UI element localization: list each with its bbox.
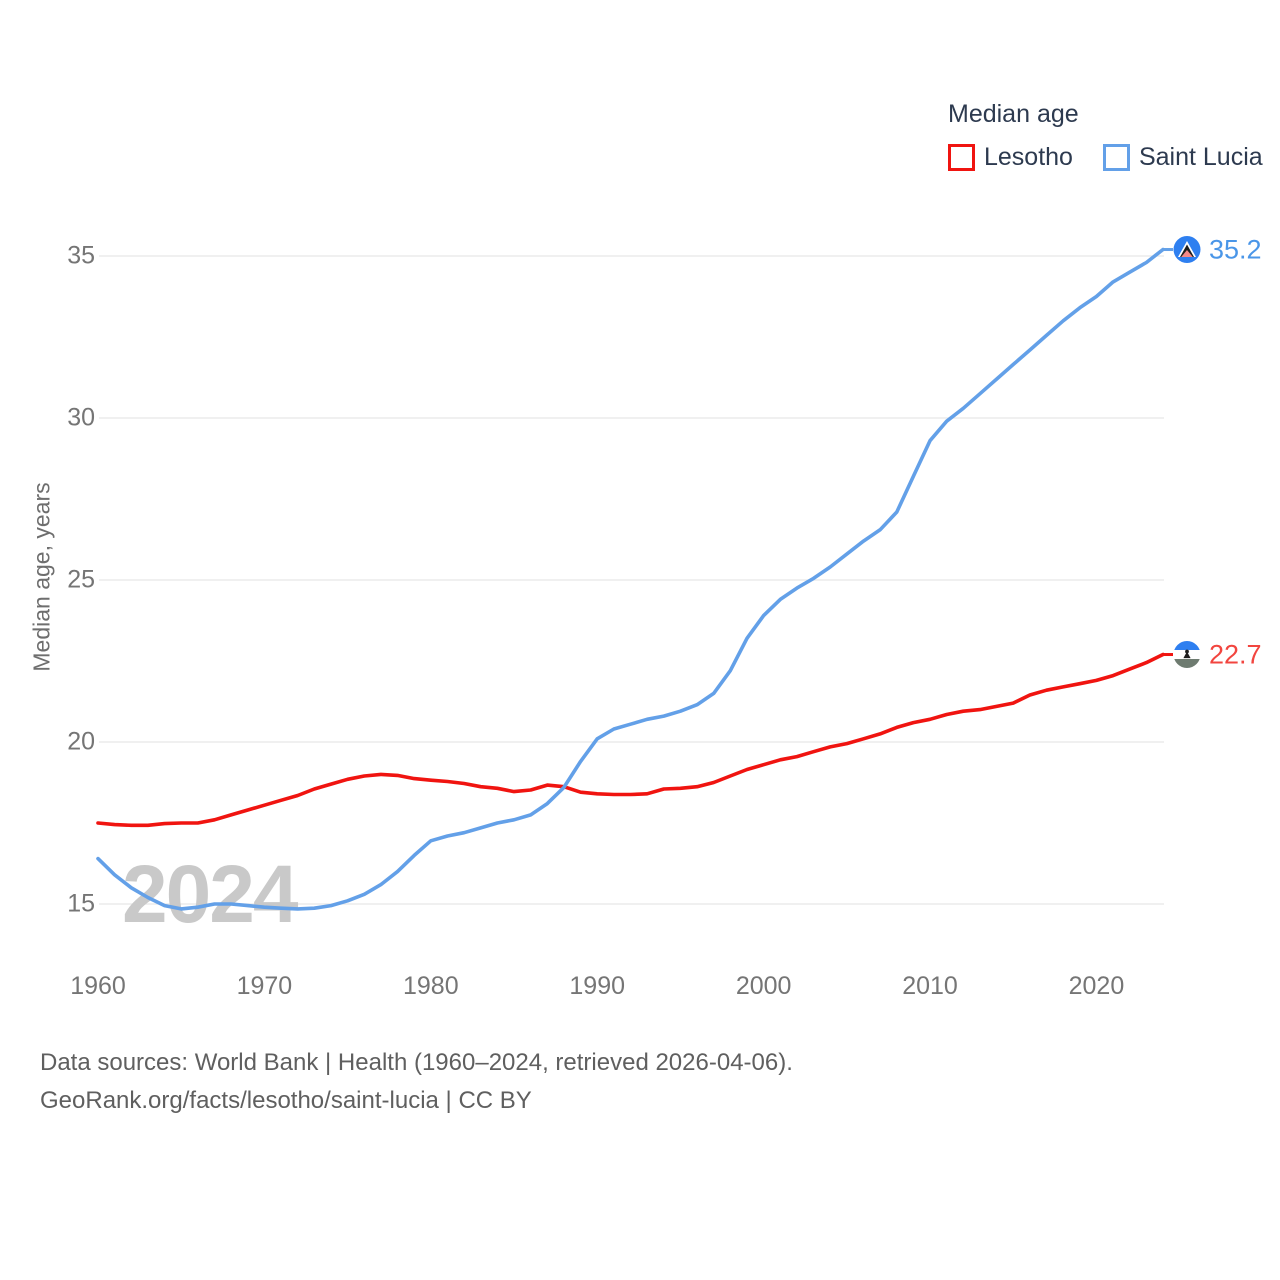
footer-sources-line: Data sources: World Bank | Health (1960–… (40, 1049, 793, 1076)
legend-label-lesotho: Lesotho (984, 143, 1073, 171)
y-tick-label: 20 (67, 727, 95, 756)
legend-item-lesotho[interactable]: Lesotho (948, 143, 1073, 172)
legend-title: Median age (948, 100, 1079, 128)
x-tick-label: 1970 (236, 972, 293, 1000)
y-tick-label: 25 (67, 565, 95, 594)
legend-items: Lesotho Saint Lucia (948, 143, 1263, 172)
x-tick-label: 2000 (735, 972, 792, 1000)
x-tick-label: 1960 (70, 972, 126, 1000)
saint-lucia-end-value: 35.2 (1209, 234, 1262, 265)
lesotho-end-marker: 22.7 (1173, 639, 1262, 670)
saint-lucia-swatch-icon (1102, 144, 1130, 171)
y-tick-label: 15 (67, 889, 95, 918)
footer: Data sources: World Bank | Health (1960–… (40, 1044, 793, 1120)
x-tick-label: 1990 (569, 972, 626, 1000)
lesotho-end-value: 22.7 (1209, 639, 1262, 670)
legend-label-saint-lucia: Saint Lucia (1138, 143, 1263, 171)
saint-lucia-flag-icon (1173, 236, 1201, 264)
x-tick-label: 1980 (403, 972, 459, 1000)
y-tick-label: 30 (67, 403, 95, 432)
legend: Median age Lesotho Saint Lucia (948, 100, 1263, 172)
lesotho-line (96, 652, 1165, 828)
saint-lucia-end-marker: 35.2 (1173, 234, 1262, 265)
x-tick-label: 2010 (902, 972, 958, 1000)
saint-lucia-line (96, 247, 1165, 911)
lesotho-swatch-icon (948, 144, 975, 171)
x-tick-label: 2020 (1068, 972, 1125, 1000)
legend-item-saint-lucia[interactable]: Saint Lucia (1102, 143, 1263, 172)
lesotho-flag-icon (1173, 641, 1201, 669)
watermark-year: 2024 (122, 849, 299, 940)
footer-attribution-line: GeoRank.org/facts/lesotho/saint-lucia | … (40, 1087, 532, 1114)
y-tick-label: 35 (67, 241, 95, 270)
